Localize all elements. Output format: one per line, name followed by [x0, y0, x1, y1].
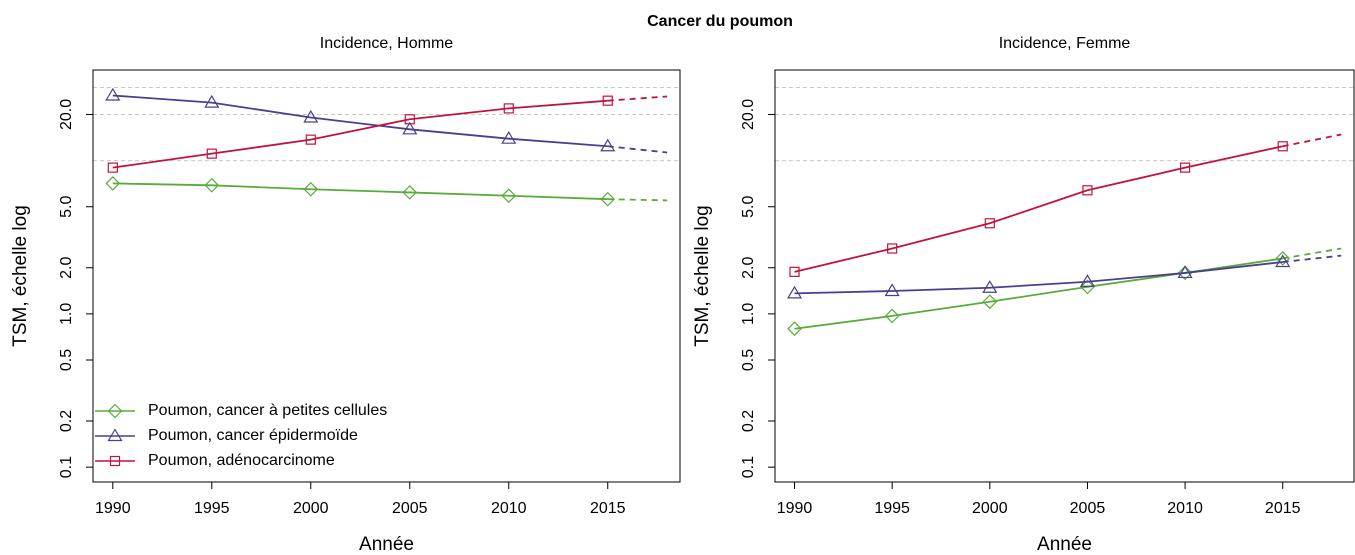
marker [1275, 254, 1291, 268]
marker [1082, 185, 1093, 196]
marker [787, 321, 802, 337]
marker [204, 94, 220, 108]
legend-label: Poumon, adénocarcinome [148, 452, 335, 469]
projection-line [1282, 133, 1342, 148]
marker [1079, 274, 1095, 287]
y-tick-label: 0.5 [740, 349, 757, 371]
y-tick-label: 0.1 [58, 456, 75, 478]
x-tick-label: 2010 [1167, 500, 1203, 517]
marker [884, 308, 900, 324]
y-tick-label: 2.0 [58, 257, 75, 279]
main-title: Cancer du poumon [647, 13, 793, 30]
projection-line [607, 198, 668, 202]
marker [789, 266, 800, 277]
marker [105, 87, 121, 101]
marker [1275, 251, 1291, 266]
y-tick-label: 2.0 [740, 257, 757, 279]
marker [501, 130, 517, 144]
y-tick-label: 0.5 [58, 349, 75, 371]
marker [402, 121, 418, 135]
x-axis-label: Année [1037, 534, 1092, 555]
x-tick-label: 1990 [95, 500, 131, 517]
series-line [112, 99, 608, 169]
marker [107, 162, 118, 173]
x-tick-label: 2005 [1070, 500, 1106, 517]
x-tick-label: 2010 [491, 500, 527, 517]
projection-line [1282, 247, 1342, 260]
marker [982, 280, 998, 293]
x-tick-label: 1990 [777, 500, 813, 517]
marker [206, 148, 217, 159]
x-axis-label: Année [359, 534, 414, 555]
marker [105, 176, 121, 191]
marker [501, 188, 517, 204]
x-tick-label: 2005 [392, 500, 428, 517]
y-tick-label: 5.0 [740, 196, 757, 218]
x-tick-label: 2000 [972, 500, 1008, 517]
y-tick-label: 20.0 [58, 99, 75, 130]
x-tick-label: 2015 [1265, 500, 1301, 517]
legend-label: Poumon, cancer à petites cellules [148, 402, 387, 419]
marker [786, 285, 803, 299]
marker [984, 218, 995, 229]
y-tick-label: 0.2 [740, 410, 757, 432]
marker [600, 138, 616, 152]
marker [1177, 265, 1193, 279]
y-axis-label: TSM, échelle log [10, 205, 31, 347]
projection-line [607, 95, 668, 102]
legend-marker [107, 403, 123, 419]
marker [503, 103, 514, 114]
series-line [794, 145, 1283, 273]
x-tick-label: 2000 [293, 500, 329, 517]
series-line [794, 261, 1283, 295]
marker [600, 191, 616, 207]
marker [402, 185, 418, 200]
panel-title: Incidence, Femme [999, 35, 1131, 52]
legend-marker [109, 455, 121, 467]
marker [982, 294, 998, 310]
marker [303, 109, 319, 123]
series-line [112, 94, 608, 148]
x-tick-label: 2015 [590, 500, 626, 517]
marker [204, 177, 220, 193]
marker [1080, 279, 1095, 295]
series-line [794, 257, 1283, 330]
y-tick-label: 1.0 [58, 303, 75, 325]
projection-line [1282, 254, 1342, 263]
projection-line [607, 145, 668, 154]
x-tick-label: 1995 [194, 500, 230, 517]
marker [602, 95, 613, 106]
y-tick-label: 0.2 [58, 410, 75, 432]
y-tick-label: 0.1 [740, 456, 757, 478]
y-tick-label: 20.0 [740, 99, 757, 130]
marker [404, 114, 415, 125]
plot-frame [92, 69, 681, 483]
marker [1277, 141, 1288, 152]
legend-label: Poumon, cancer épidermoïde [148, 427, 358, 444]
y-axis-label: TSM, échelle log [692, 205, 713, 347]
y-tick-label: 1.0 [740, 303, 757, 325]
marker [887, 243, 898, 254]
marker [1179, 162, 1191, 173]
x-tick-label: 1995 [874, 500, 910, 517]
marker [1177, 265, 1193, 281]
series-line [112, 182, 608, 201]
marker [303, 181, 319, 197]
legend-marker [107, 428, 123, 442]
y-tick-label: 5.0 [58, 196, 75, 218]
marker [884, 283, 900, 297]
panel-title: Incidence, Homme [320, 35, 453, 52]
plot-frame [774, 69, 1355, 483]
marker [305, 134, 316, 145]
